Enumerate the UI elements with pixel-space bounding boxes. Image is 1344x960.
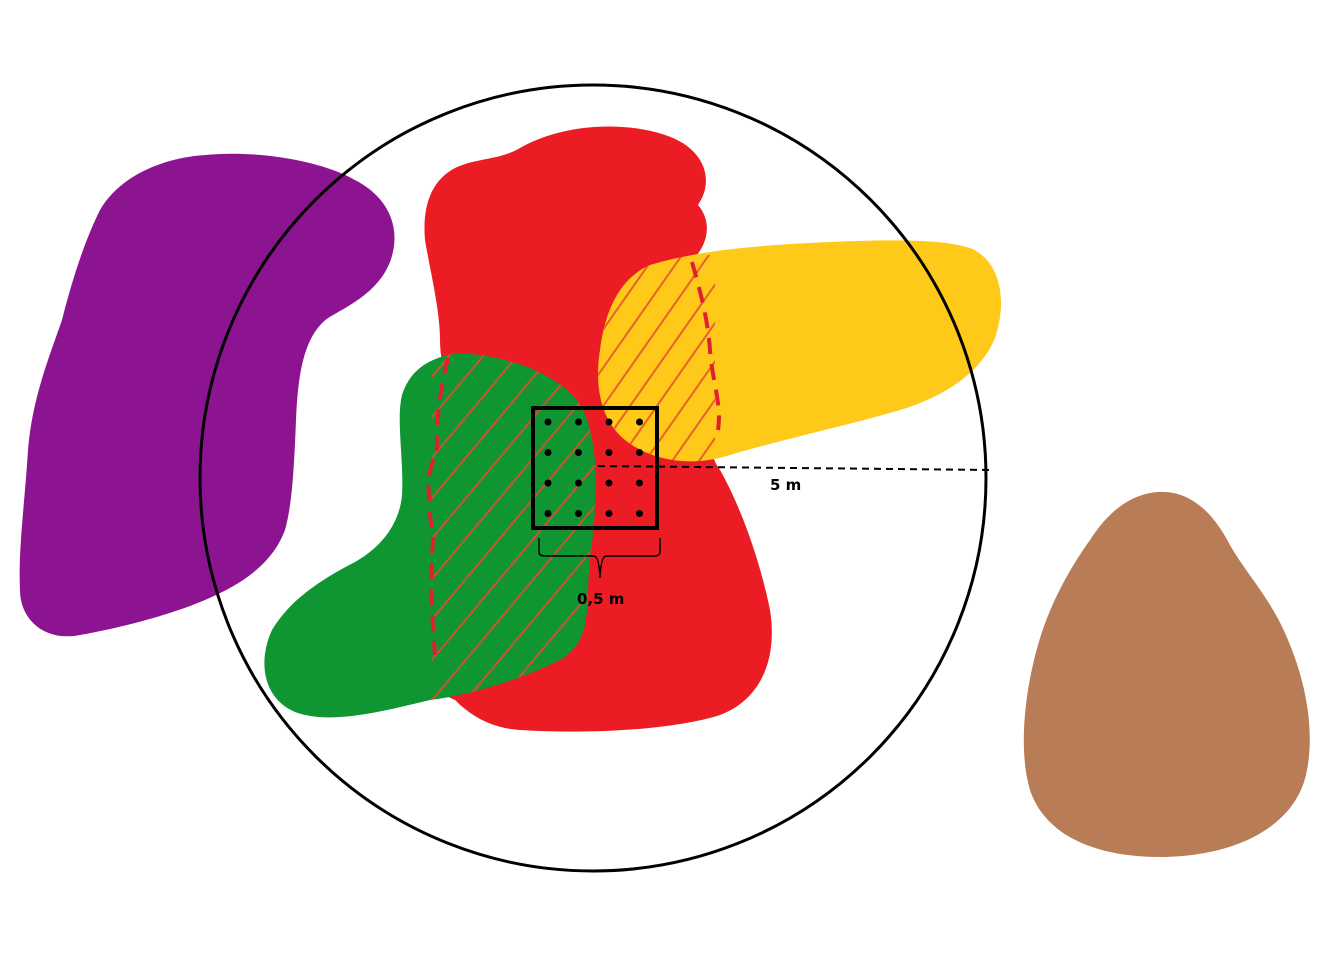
yellow-overlap-boundary bbox=[690, 261, 721, 431]
sampling-plot-circle bbox=[198, 83, 988, 873]
purple-patch bbox=[19, 153, 395, 637]
radius-label: 5 m bbox=[770, 476, 801, 494]
quadrat-dot bbox=[575, 510, 582, 517]
quadrat-dot bbox=[575, 418, 582, 426]
quadrat-dot bbox=[575, 449, 582, 456]
quadrat-brace bbox=[538, 538, 661, 579]
quadrat-dot bbox=[544, 510, 552, 517]
quadrat-dot bbox=[636, 510, 643, 517]
red-patch bbox=[424, 126, 772, 732]
quadrat-dot bbox=[575, 479, 582, 487]
quadrat-dots bbox=[544, 418, 643, 517]
quadrat-dot bbox=[544, 418, 552, 426]
quadrat-side-label: 0,5 m bbox=[577, 590, 624, 608]
quadrat-dot bbox=[544, 449, 552, 456]
quadrat-dot bbox=[636, 449, 643, 456]
quadrat-dot bbox=[544, 479, 552, 487]
quadrat-dot bbox=[605, 510, 613, 517]
quadrat-square bbox=[531, 406, 659, 530]
brown-patch bbox=[1023, 491, 1310, 858]
quadrat-dot bbox=[605, 479, 613, 487]
quadrat-dot bbox=[605, 449, 613, 456]
green-overlap-boundary bbox=[426, 357, 450, 656]
radius-line bbox=[597, 465, 993, 471]
quadrat-dot bbox=[636, 418, 643, 426]
quadrat-dot bbox=[605, 418, 613, 426]
quadrat-dot bbox=[636, 479, 643, 487]
